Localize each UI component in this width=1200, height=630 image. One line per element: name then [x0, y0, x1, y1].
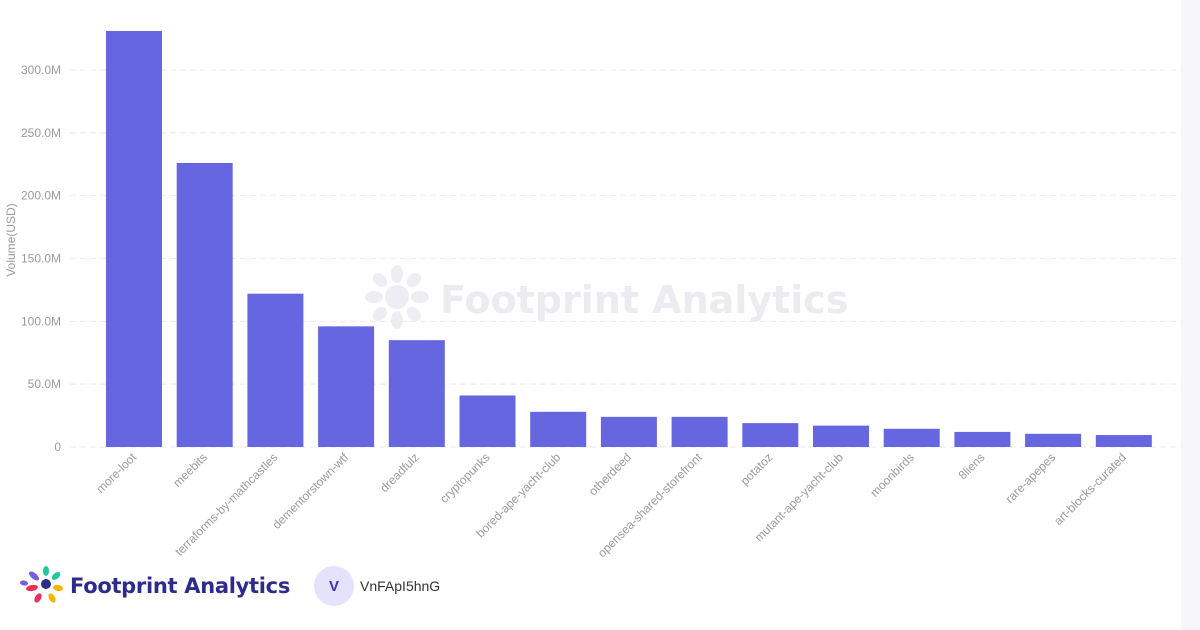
- bar-moonbirds[interactable]: [883, 428, 940, 447]
- bar-bored-ape-yacht-club[interactable]: [530, 411, 587, 447]
- bar-dreadfulz[interactable]: [388, 340, 445, 447]
- y-tick-label: 200.0M: [21, 189, 61, 203]
- right-edge-strip: [1181, 0, 1200, 630]
- x-tick-label: potatoz: [738, 450, 776, 488]
- user-avatar[interactable]: V: [314, 566, 355, 606]
- bar-dementorstown-wtf[interactable]: [318, 326, 375, 447]
- bar-art-blocks-curated[interactable]: [1095, 435, 1152, 447]
- y-axis-label: Volume(USD): [4, 203, 18, 276]
- brand-name: Footprint Analytics: [70, 574, 291, 598]
- bar-more-loot[interactable]: [106, 31, 162, 447]
- bar-chart: Footprint Analytics 0 50.0M 100.0M 150.0M 20…: [4, 31, 1181, 560]
- x-tick-label: moonbirds: [867, 450, 917, 500]
- y-tick-label: 150.0M: [21, 251, 61, 265]
- y-tick-label: 50.0M: [28, 377, 61, 391]
- bar-cryptopunks[interactable]: [459, 395, 516, 447]
- avatar-initial: V: [329, 577, 340, 595]
- x-tick-label: dementorstown-wtf: [270, 450, 352, 532]
- bar-potatoz[interactable]: [742, 423, 799, 447]
- footprint-logo-icon: [20, 566, 63, 603]
- y-tick-label: 300.0M: [21, 63, 61, 77]
- x-tick-label: art-blocks-curated: [1051, 450, 1129, 528]
- x-tick-label: more-loot: [93, 450, 139, 496]
- bar-mutant-ape-yacht-club[interactable]: [813, 425, 869, 447]
- bar-meebits[interactable]: [176, 162, 233, 447]
- x-tick-label: cryptopunks: [437, 450, 493, 506]
- x-tick-label: dreadfulz: [377, 450, 422, 495]
- watermark-flower-icon: [365, 265, 429, 329]
- bar-opensea-shared-storefront[interactable]: [671, 416, 728, 447]
- x-tick-label: otherdeed: [586, 450, 634, 498]
- y-tick-label: 250.0M: [21, 126, 61, 140]
- y-tick-label: 100.0M: [21, 314, 61, 328]
- x-tick-label: rare-apepes: [1003, 450, 1059, 506]
- x-tick-label: meebits: [170, 450, 210, 490]
- bar-8liens[interactable]: [954, 431, 1011, 447]
- x-tick-label: 8liens: [955, 450, 987, 482]
- watermark-text: Footprint Analytics: [440, 278, 848, 322]
- brand[interactable]: Footprint Analytics: [20, 566, 290, 606]
- user-name[interactable]: VnFApI5hnG: [360, 578, 441, 594]
- watermark: Footprint Analytics: [365, 265, 848, 329]
- y-tick-label: 0: [54, 440, 61, 454]
- footer: Footprint Analytics V VnFApI5hnG: [20, 566, 440, 606]
- bar-terraforms-by-mathcastles[interactable]: [247, 293, 304, 447]
- bar-otherdeed[interactable]: [600, 416, 657, 447]
- bar-rare-apepes[interactable]: [1025, 433, 1082, 447]
